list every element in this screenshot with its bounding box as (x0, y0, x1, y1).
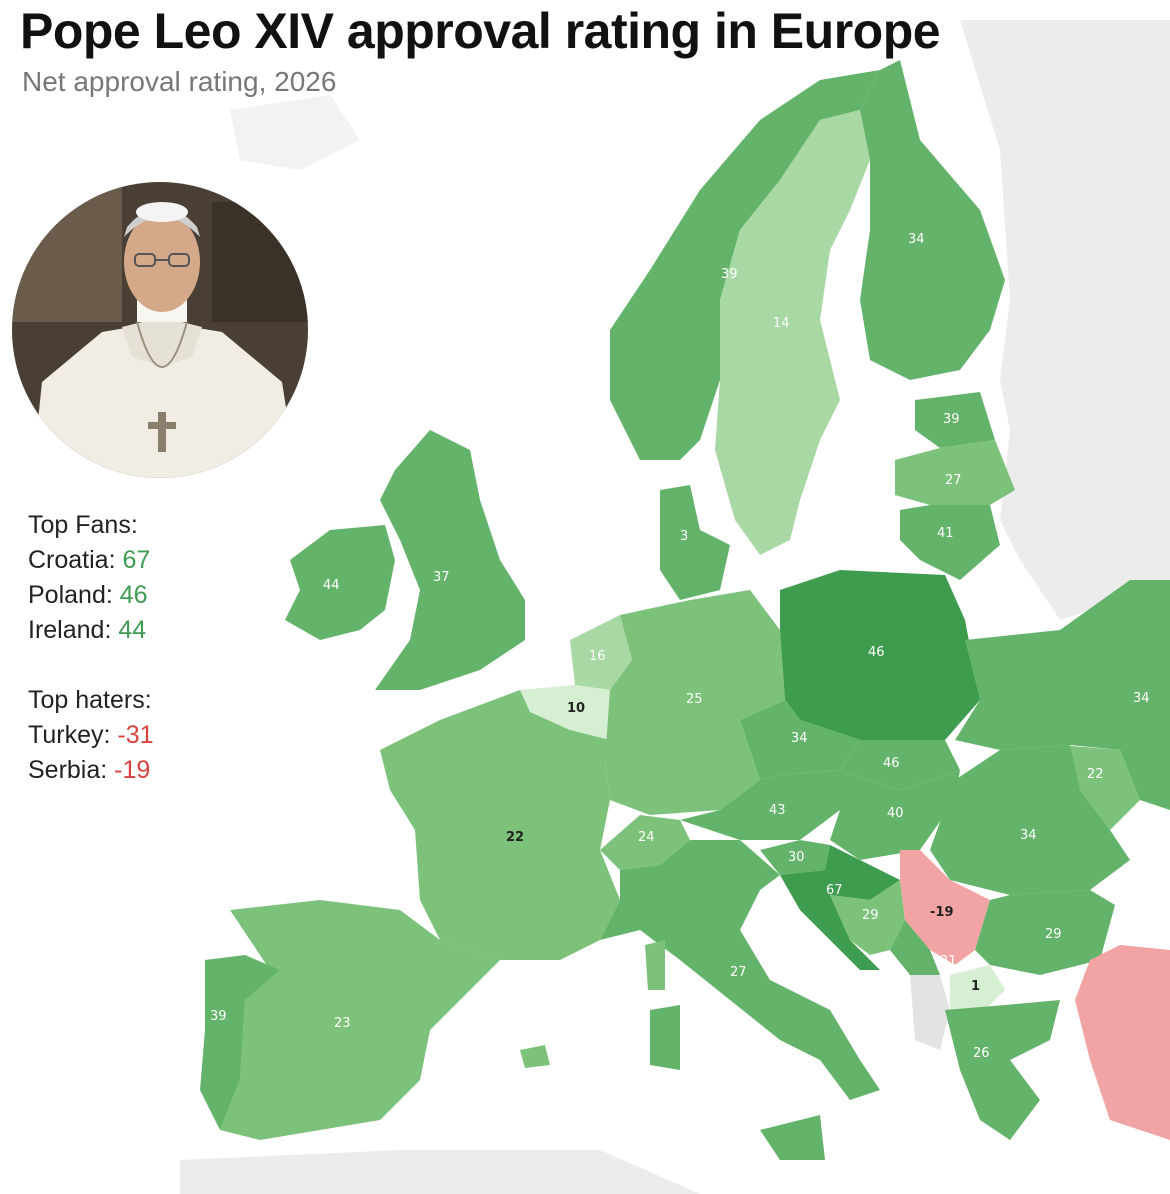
hater-country: Serbia: (28, 756, 108, 784)
label-greece: 26 (973, 1046, 990, 1061)
label-belgium: 10 (567, 701, 585, 716)
north-africa-region (180, 1150, 700, 1194)
label-norway: 39 (721, 267, 738, 282)
label-slovakia: 46 (883, 756, 900, 771)
country-czechia (740, 700, 860, 780)
label-poland: 46 (868, 645, 885, 660)
pope-portrait (12, 182, 308, 478)
label-portugal: 39 (210, 1009, 227, 1024)
country-italy (600, 840, 880, 1100)
label-ukraine: 34 (1133, 691, 1150, 706)
label-sweden: 14 (773, 316, 790, 331)
portrait-illustration (12, 182, 308, 478)
country-finland (860, 60, 1005, 380)
haters-heading: Top haters: (28, 686, 152, 714)
label-denmark: 3 (680, 529, 688, 544)
page-subtitle: Net approval rating, 2026 (22, 66, 337, 97)
country-france (380, 690, 620, 960)
haters-item-turkey: Turkey: -31 (28, 718, 154, 753)
label-bulgaria: 29 (1045, 927, 1062, 942)
hater-country: Turkey: (28, 721, 111, 749)
country-netherlands (570, 615, 632, 690)
region-corsica (645, 940, 665, 990)
country-norway (610, 70, 880, 460)
label-latvia: 27 (945, 473, 962, 488)
country-denmark (660, 485, 730, 600)
country-lithuania (900, 505, 1000, 580)
country-ukraine (955, 580, 1170, 810)
hater-value: -31 (117, 721, 154, 749)
greenland-region (230, 95, 360, 170)
label-macedonia: 1 (971, 979, 980, 994)
fan-country: Croatia: (28, 546, 116, 574)
label-finland: 34 (908, 232, 925, 247)
label-croatia: 67 (826, 883, 843, 898)
fans-item-croatia: Croatia: 67 (28, 543, 154, 578)
country-austria (680, 770, 840, 840)
fan-country: Ireland: (28, 616, 112, 644)
label-switzerland: 24 (638, 830, 655, 845)
country-switzerland (600, 815, 690, 870)
country-north-macedonia (950, 965, 1005, 1010)
label-uk: 37 (433, 570, 450, 585)
country-romania (930, 745, 1130, 895)
country-montenegro (890, 920, 940, 975)
region-sardinia (650, 1005, 680, 1070)
label-germany: 25 (686, 692, 703, 707)
country-turkey (1075, 945, 1170, 1140)
label-hungary: 40 (887, 806, 904, 821)
label-bosnia: 29 (862, 908, 879, 923)
fan-value: 44 (118, 616, 147, 644)
region-balearics (520, 1045, 550, 1068)
country-spain (220, 900, 500, 1140)
country-moldova (1060, 745, 1140, 830)
label-montenegro: 21 (940, 954, 957, 969)
label-austria: 43 (769, 803, 786, 818)
russia-region (960, 20, 1170, 620)
page-title: Pope Leo XIV approval rating in Europe (20, 3, 941, 59)
label-romania: 34 (1020, 828, 1037, 843)
country-uk (375, 430, 525, 690)
country-portugal (200, 955, 280, 1130)
label-czechia: 34 (791, 731, 808, 746)
country-greece (945, 1000, 1060, 1140)
country-poland (780, 570, 980, 740)
hater-value: -19 (114, 756, 151, 784)
label-france: 22 (506, 830, 524, 845)
country-estonia (915, 392, 995, 448)
country-croatia (780, 845, 900, 970)
country-germany (605, 590, 785, 815)
fan-value: 67 (122, 546, 151, 574)
fan-value: 46 (119, 581, 148, 609)
stats-panel: Top Fans: Croatia: 67 Poland: 46 Ireland… (28, 508, 154, 788)
country-slovakia (840, 740, 960, 790)
country-bosnia (830, 880, 905, 955)
country-bulgaria (975, 890, 1115, 975)
country-slovenia (760, 840, 830, 875)
country-serbia (900, 850, 990, 965)
label-slovenia: 30 (788, 850, 805, 865)
fans-heading: Top Fans: (28, 511, 138, 539)
fans-item-poland: Poland: 46 (28, 578, 154, 613)
label-moldova: 22 (1087, 767, 1104, 782)
country-belgium (520, 685, 610, 740)
label-ireland: 44 (323, 578, 340, 593)
label-estonia: 39 (943, 412, 960, 427)
label-italy: 27 (730, 965, 747, 980)
country-ireland (285, 525, 395, 640)
country-albania (910, 975, 950, 1050)
country-hungary (830, 770, 960, 860)
country-latvia (895, 440, 1015, 505)
label-spain: 23 (334, 1016, 351, 1031)
fan-country: Poland: (28, 581, 113, 609)
label-serbia: -19 (930, 905, 954, 920)
fans-item-ireland: Ireland: 44 (28, 613, 154, 648)
region-sicily (760, 1115, 825, 1160)
label-netherlands: 16 (589, 649, 606, 664)
country-sweden (715, 110, 870, 555)
haters-item-serbia: Serbia: -19 (28, 753, 154, 788)
label-lithuania: 41 (937, 526, 954, 541)
spacer (28, 648, 154, 683)
